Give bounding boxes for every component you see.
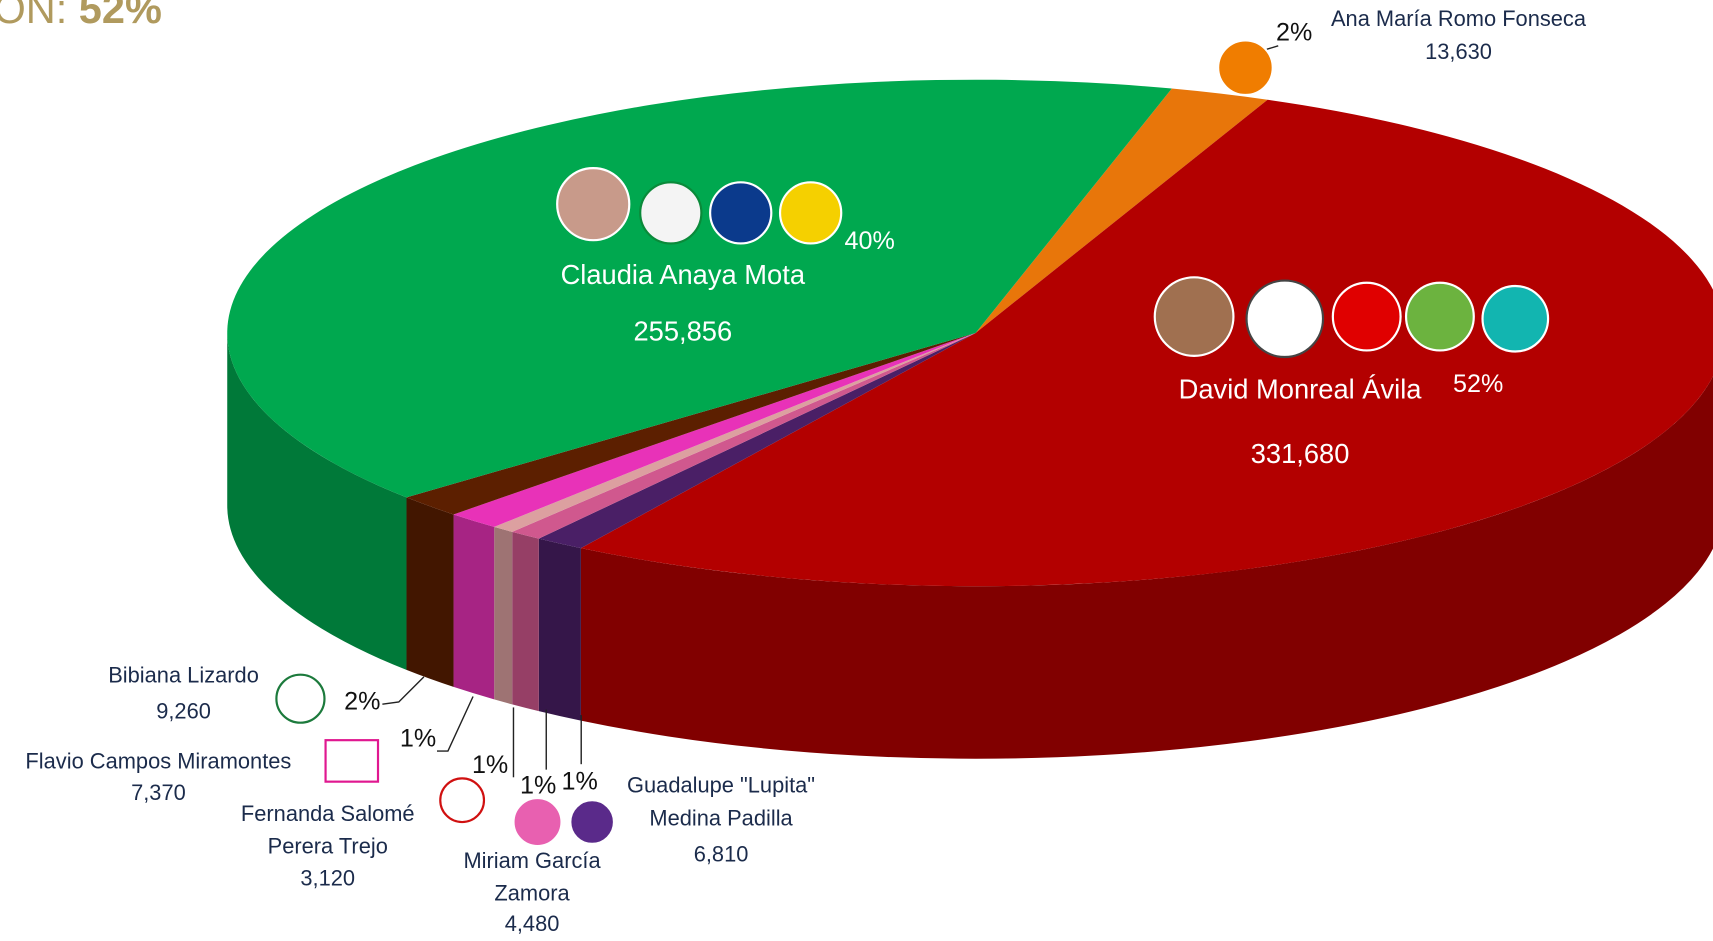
slice-label: Claudia Anaya Mota (560, 259, 806, 291)
slice-label: Flavio Campos Miramontes (25, 749, 292, 775)
value-label: 331,680 (1250, 438, 1350, 470)
logos (275, 39, 1550, 848)
party-logo (439, 777, 486, 824)
pie-slice (538, 332, 976, 549)
party-logo (275, 673, 326, 724)
percentage-label: 1% (561, 766, 598, 795)
percentage-label: 1% (399, 723, 437, 753)
slice-side (512, 531, 539, 712)
leader-line (436, 696, 474, 752)
value-label: 3,120 (300, 866, 356, 891)
party-logo (1331, 281, 1402, 352)
party-logo (569, 799, 616, 845)
slice-label: Bibiana Lizardo (108, 663, 259, 688)
leader-line (382, 676, 425, 705)
slice-label: Ana María Romo Fonseca (1330, 7, 1587, 32)
pie-slice (406, 332, 976, 515)
slice-side (538, 538, 581, 721)
party-logo (1404, 281, 1475, 352)
percentage-label: 40% (844, 225, 895, 255)
value-label: 9,260 (156, 699, 211, 724)
slice-side (227, 332, 407, 670)
slice-label: Guadalupe "Lupita" Medina Padilla (627, 774, 816, 831)
value-label: 7,370 (131, 781, 186, 806)
chart-title: ÓN: 52% (0, 0, 162, 34)
percentage-label: 2% (1276, 17, 1313, 46)
title-highlight: 52% (78, 0, 162, 33)
title-text: ÓN: (0, 0, 68, 33)
pie-slice (453, 332, 976, 527)
slice-label: Fernanda Salomé Perera Trejo (240, 802, 415, 860)
party-logo (1481, 284, 1550, 353)
percentage-label: 1% (520, 770, 557, 800)
slice-side (580, 376, 1713, 759)
party-logo (639, 181, 703, 245)
value-label: 13,630 (1425, 40, 1492, 65)
party-logo (709, 181, 773, 245)
percentage-label: 52% (1453, 368, 1504, 398)
value-label: 255,856 (633, 316, 733, 348)
pie-slice (580, 99, 1713, 587)
party-logo (778, 181, 843, 245)
pie-tops (227, 79, 1713, 587)
party-logo (1217, 39, 1274, 97)
slice-side (453, 514, 495, 700)
slice-label: David Monreal Ávila (1178, 374, 1422, 406)
slice-side (494, 526, 513, 705)
value-label: 4,480 (504, 912, 560, 937)
pie-slice (494, 332, 976, 532)
pie-slice (512, 332, 976, 539)
slice-label: Miriam García Zamora (463, 849, 601, 907)
party-logo (512, 796, 563, 848)
percentage-label: 2% (344, 686, 381, 716)
pie-sides (227, 332, 1713, 759)
party-logo (324, 739, 380, 783)
value-label: 6,810 (693, 842, 749, 867)
candidate-photo (556, 167, 631, 242)
percentage-label: 1% (471, 749, 509, 779)
pie-slice (975, 88, 1268, 333)
slice-side (406, 497, 454, 687)
party-logo (1245, 279, 1325, 359)
pie-slice (227, 79, 1172, 498)
candidate-photo (1153, 276, 1235, 357)
